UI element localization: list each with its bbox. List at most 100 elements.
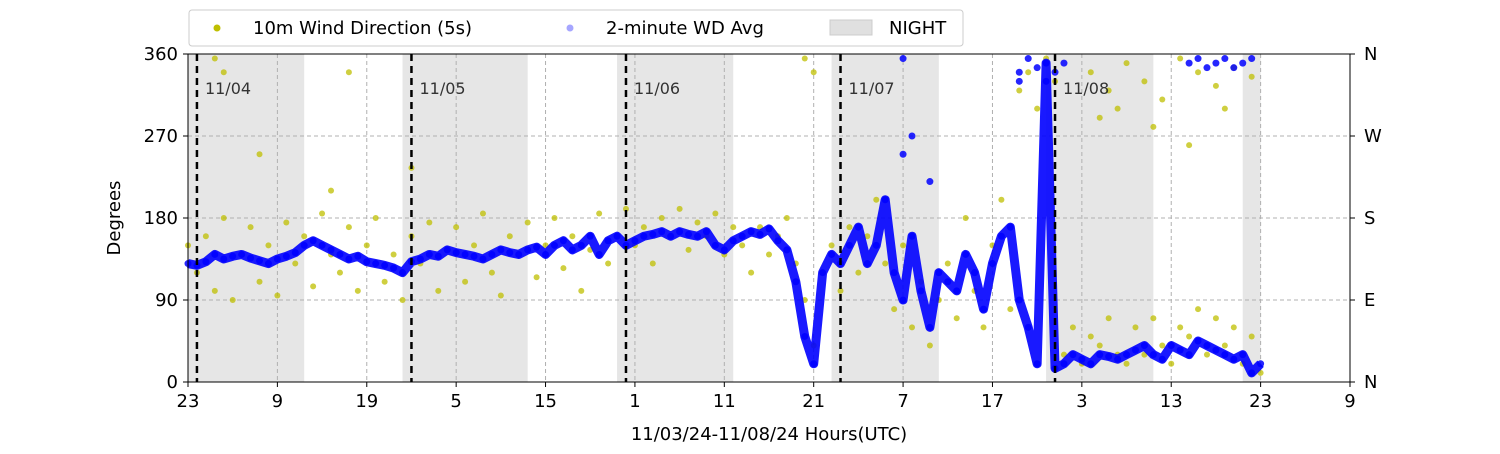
y-axis-label: Degrees	[104, 181, 125, 256]
data-point-2min	[229, 252, 237, 260]
data-point-2min	[291, 249, 299, 257]
data-point-5s	[488, 269, 495, 276]
data-point-2min	[792, 278, 800, 286]
data-point-5s	[551, 215, 558, 221]
data-point-5s	[328, 187, 335, 194]
data-point-5s	[926, 342, 933, 349]
data-point-5s	[471, 242, 478, 249]
data-point-5s	[301, 233, 308, 240]
data-point-5s	[676, 205, 683, 212]
data-point-2min	[899, 55, 907, 63]
x-tick-label: 17	[981, 391, 1004, 412]
legend: 10m Wind Direction (5s) 2-minute WD Avg …	[188, 9, 964, 47]
data-point-2min	[1239, 351, 1247, 359]
data-point-5s	[569, 233, 576, 240]
data-point-5s	[479, 210, 486, 217]
x-tick-label: 9	[1344, 391, 1355, 412]
data-point-5s	[846, 224, 853, 231]
data-point-2min	[1078, 355, 1086, 363]
data-point-5s	[1221, 342, 1228, 349]
data-point-2min	[729, 237, 737, 245]
data-point-5s	[1105, 315, 1112, 322]
data-point-2min	[774, 237, 782, 245]
data-point-5s	[462, 278, 469, 285]
data-point-2min	[211, 250, 219, 258]
data-point-2min	[345, 255, 353, 263]
data-point-5s	[909, 324, 916, 331]
data-point-2min	[693, 232, 701, 240]
data-point-5s	[1087, 333, 1094, 340]
data-point-2min	[756, 230, 764, 238]
y-tick-label-right: N	[1364, 44, 1377, 65]
data-point-5s	[1168, 360, 1175, 367]
data-point-2min	[1230, 64, 1238, 72]
data-point-2min	[997, 232, 1005, 240]
data-point-2min	[443, 246, 451, 254]
data-point-2min	[1194, 55, 1202, 63]
data-point-5s	[453, 224, 460, 231]
data-point-2min	[559, 237, 567, 245]
data-point-5s	[390, 251, 397, 258]
x-tick-label: 13	[1160, 391, 1183, 412]
data-point-2min	[783, 246, 791, 254]
data-point-2min	[845, 241, 853, 249]
x-tick-label: 11	[713, 391, 736, 412]
data-point-2min	[568, 246, 576, 254]
data-point-2min	[533, 243, 541, 251]
data-point-2min	[702, 228, 710, 236]
data-point-5s	[1096, 114, 1103, 121]
x-tick-label: 23	[177, 391, 200, 412]
data-point-5s	[1177, 55, 1184, 62]
data-point-5s	[372, 215, 379, 221]
data-point-5s	[1230, 324, 1237, 331]
day-marker-label: 11/06	[634, 79, 680, 98]
data-point-5s	[220, 215, 227, 221]
data-point-2min	[1033, 64, 1041, 72]
data-point-2min	[622, 241, 630, 249]
data-point-2min	[631, 237, 639, 245]
data-point-2min	[926, 323, 934, 331]
data-point-5s	[953, 315, 960, 322]
data-point-2min	[953, 287, 961, 295]
data-point-2min	[711, 241, 719, 249]
x-tick-label: 15	[534, 391, 557, 412]
data-point-5s	[1150, 315, 1157, 322]
data-point-5s	[560, 265, 567, 272]
y-tick-label: 0	[167, 372, 178, 393]
data-point-2min	[434, 252, 442, 260]
data-point-5s	[730, 224, 737, 231]
data-point-2min	[1194, 337, 1202, 345]
grid-layer	[188, 54, 1350, 382]
data-point-5s	[1114, 105, 1121, 112]
data-point-5s	[1248, 333, 1255, 340]
data-point-2min	[425, 250, 433, 258]
data-point-2min	[1248, 369, 1256, 377]
data-point-5s	[524, 219, 531, 226]
y-tick-label: 180	[144, 208, 178, 229]
data-point-2min	[854, 223, 862, 231]
data-point-2min	[908, 232, 916, 240]
data-point-5s	[739, 242, 746, 249]
data-point-2min	[1060, 59, 1068, 67]
data-point-2min	[497, 246, 505, 254]
data-point-2min	[613, 232, 621, 240]
data-point-2min	[470, 252, 478, 260]
data-point-2min	[390, 264, 398, 272]
data-point-2min	[1203, 64, 1211, 72]
data-point-5s	[256, 278, 263, 285]
day-marker-label: 11/05	[419, 79, 465, 98]
data-point-5s	[256, 151, 263, 158]
data-point-2min	[1096, 351, 1104, 359]
data-point-2min	[720, 246, 728, 254]
data-point-5s	[1221, 105, 1228, 112]
data-point-2min	[336, 250, 344, 258]
data-point-2min	[1221, 351, 1229, 359]
data-point-5s	[1186, 333, 1193, 340]
data-point-5s	[283, 219, 290, 226]
data-point-5s	[891, 306, 898, 313]
x-tick-label: 9	[272, 391, 283, 412]
data-point-2min	[1114, 355, 1122, 363]
data-point-2min	[819, 269, 827, 277]
data-point-5s	[1212, 315, 1219, 322]
legend-swatch-5s	[213, 24, 221, 32]
